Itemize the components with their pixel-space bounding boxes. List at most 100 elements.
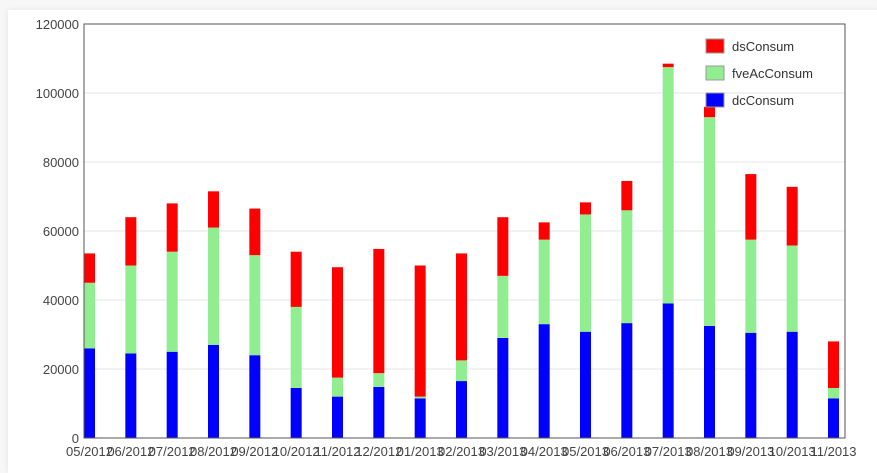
bar-segment-fveAcConsum xyxy=(249,255,261,356)
bar-segment-dcConsum xyxy=(125,353,137,438)
legend-item: dcConsum xyxy=(705,92,794,108)
bar-segment-dsConsum xyxy=(497,217,509,276)
bar-segment-fveAcConsum xyxy=(580,214,591,332)
bar-segment-dcConsum xyxy=(249,355,261,438)
bar-segment-fveAcConsum xyxy=(84,282,95,349)
bar-stack xyxy=(662,63,674,438)
bar-segment-dcConsum xyxy=(745,332,757,438)
bar-segment-dcConsum xyxy=(290,387,302,438)
x-tick-label: 09/2013 xyxy=(727,444,774,459)
bar-segment-fveAcConsum xyxy=(538,239,550,325)
bar-segment-dsConsum xyxy=(373,248,385,374)
x-tick-label: 05/2012 xyxy=(66,444,113,459)
bar-stack xyxy=(373,248,385,438)
bar-segment-dcConsum xyxy=(580,331,591,438)
bar-segment-dcConsum xyxy=(84,348,95,438)
x-tick-label: 10/2013 xyxy=(769,444,816,459)
legend-item: fveAcConsum xyxy=(705,65,813,81)
bar-segment-dsConsum xyxy=(704,106,715,118)
x-tick-label: 01/2013 xyxy=(397,444,444,459)
y-tick-label: 40000 xyxy=(43,293,79,308)
bar-segment-fveAcConsum xyxy=(290,306,302,388)
x-axis: 05/201206/201207/201208/201209/201210/20… xyxy=(66,444,857,459)
bar-segment-fveAcConsum xyxy=(704,117,715,326)
bar-segment-dsConsum xyxy=(208,191,219,228)
x-tick-label: 08/2012 xyxy=(190,444,237,459)
bar-stack xyxy=(621,180,633,438)
bar-segment-fveAcConsum xyxy=(332,377,343,397)
bar-stack xyxy=(786,186,798,438)
bar-segment-dcConsum xyxy=(208,344,219,438)
bar-segment-dcConsum xyxy=(662,303,674,438)
legend: dsConsum fveAcConsum dcConsum xyxy=(705,38,813,108)
bar-stack xyxy=(290,251,302,438)
bar-segment-dsConsum xyxy=(249,208,261,256)
bar-stack xyxy=(828,341,839,438)
x-tick-label: 06/2013 xyxy=(603,444,650,459)
bar-segment-fveAcConsum xyxy=(786,245,798,332)
bar-segment-fveAcConsum xyxy=(208,227,219,345)
bar-segment-fveAcConsum xyxy=(621,210,633,324)
bar-segment-dsConsum xyxy=(580,202,591,215)
bar-segment-dsConsum xyxy=(538,222,550,240)
bar-segment-dcConsum xyxy=(332,396,343,438)
chart-panel xyxy=(8,10,877,473)
y-tick-label: 60000 xyxy=(43,224,79,239)
y-tick-label: 0 xyxy=(72,431,79,446)
legend-swatch xyxy=(705,92,725,108)
x-tick-label: 02/2013 xyxy=(438,444,485,459)
bar-stack xyxy=(745,174,757,438)
x-tick-label: 07/2012 xyxy=(149,444,196,459)
bar-stack xyxy=(704,106,715,438)
y-tick-label: 80000 xyxy=(43,155,79,170)
bar-stack xyxy=(125,217,137,438)
bar-stack xyxy=(84,253,95,438)
bar-segment-fveAcConsum xyxy=(828,387,839,399)
bar-segment-dsConsum xyxy=(828,341,839,388)
legend-label: dsConsum xyxy=(732,39,794,54)
x-tick-label: 11/2013 xyxy=(810,444,856,459)
bar-segment-dsConsum xyxy=(332,267,343,378)
bar-stack xyxy=(208,191,219,438)
bar-segment-fveAcConsum xyxy=(373,373,385,387)
bar-stack xyxy=(538,222,550,438)
bar-segment-dsConsum xyxy=(621,180,633,211)
bar-stack xyxy=(497,217,509,438)
bar-segment-dsConsum xyxy=(662,63,674,68)
bar-segment-dcConsum xyxy=(704,325,715,438)
x-tick-label: 03/2013 xyxy=(479,444,526,459)
bar-segment-dcConsum xyxy=(414,398,426,438)
legend-item: dsConsum xyxy=(705,38,794,54)
bar-segment-dcConsum xyxy=(621,323,633,438)
bar-segment-fveAcConsum xyxy=(414,396,426,399)
x-tick-label: 09/2012 xyxy=(231,444,278,459)
legend-swatch xyxy=(705,38,725,54)
y-tick-label: 100000 xyxy=(36,86,79,101)
x-tick-label: 11/2012 xyxy=(314,444,360,459)
x-tick-label: 07/2013 xyxy=(645,444,692,459)
bar-stack xyxy=(166,203,178,438)
bar-segment-dsConsum xyxy=(290,251,302,307)
y-axis: 0 20000 40000 60000 80000 100000 120000 xyxy=(36,17,79,446)
bar-segment-fveAcConsum xyxy=(497,275,509,338)
bar-segment-dsConsum xyxy=(456,253,467,361)
bar-segment-dcConsum xyxy=(456,381,467,438)
x-tick-label: 10/2012 xyxy=(273,444,320,459)
bar-segment-fveAcConsum xyxy=(662,67,674,304)
bar-segment-dsConsum xyxy=(745,174,757,240)
y-tick-label: 20000 xyxy=(43,362,79,377)
bar-segment-dcConsum xyxy=(538,324,550,438)
x-tick-label: 04/2013 xyxy=(521,444,568,459)
bar-stack xyxy=(249,208,261,438)
x-tick-label: 05/2013 xyxy=(562,444,609,459)
bar-stack xyxy=(414,265,426,438)
x-tick-label: 12/2012 xyxy=(355,444,402,459)
bar-stack xyxy=(580,202,591,438)
legend-label: fveAcConsum xyxy=(732,66,813,81)
bar-segment-dcConsum xyxy=(786,331,798,438)
legend-label: dcConsum xyxy=(732,93,794,108)
bar-segment-dcConsum xyxy=(497,337,509,438)
bar-stack xyxy=(332,267,343,438)
